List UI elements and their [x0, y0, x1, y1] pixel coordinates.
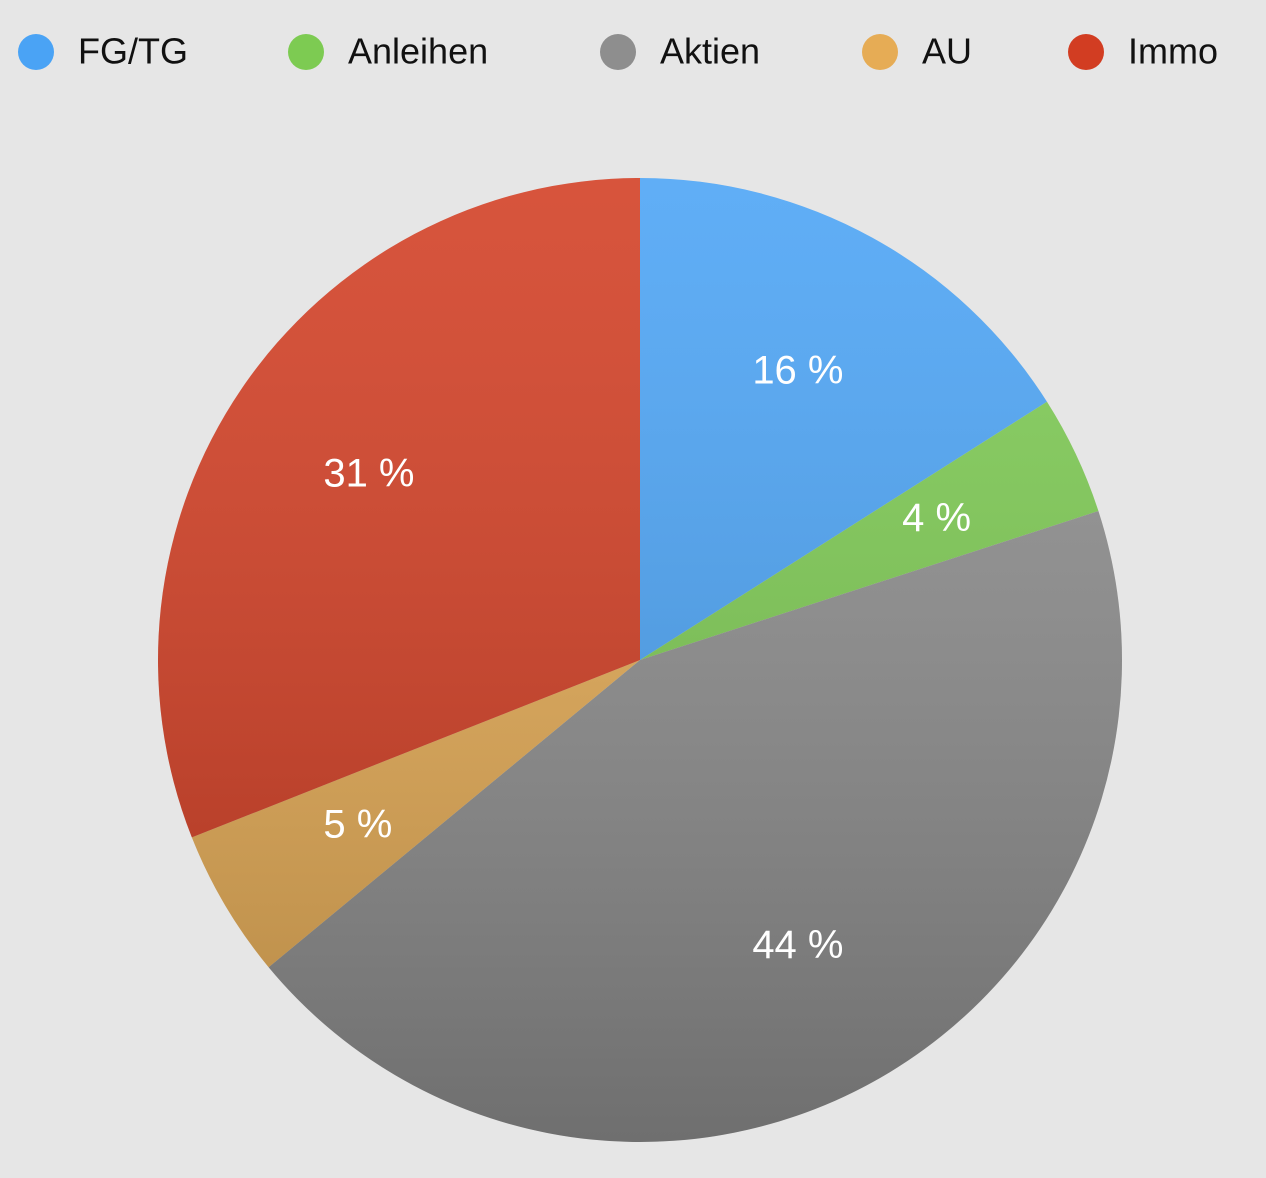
- legend-label: Aktien: [660, 31, 760, 72]
- legend-marker: [288, 34, 324, 70]
- data-label: 16 %: [752, 348, 843, 392]
- legend-marker: [600, 34, 636, 70]
- legend-marker: [18, 34, 54, 70]
- legend-label: AU: [922, 31, 972, 72]
- legend-label: Immo: [1128, 31, 1218, 72]
- legend-marker: [862, 34, 898, 70]
- data-label: 44 %: [752, 923, 843, 967]
- data-label: 5 %: [323, 802, 392, 846]
- legend-label: FG/TG: [78, 31, 188, 72]
- legend-marker: [1068, 34, 1104, 70]
- data-label: 4 %: [902, 496, 971, 540]
- data-label: 31 %: [323, 451, 414, 495]
- legend-label: Anleihen: [348, 31, 488, 72]
